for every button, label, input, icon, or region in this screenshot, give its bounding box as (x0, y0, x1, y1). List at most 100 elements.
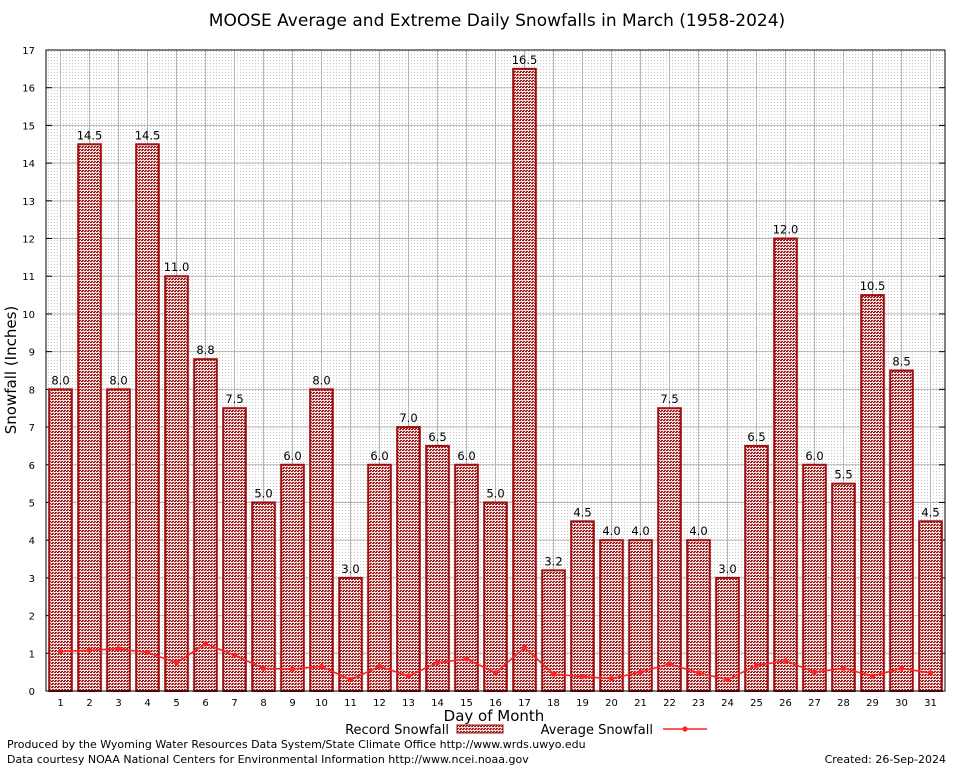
y-tick-label: 10 (22, 310, 35, 321)
x-tick-label: 15 (460, 698, 473, 709)
bar-series (48, 67, 943, 693)
average-point (173, 660, 180, 666)
bar-value-label: 8.8 (196, 343, 214, 357)
chart-title: MOOSE Average and Extreme Daily Snowfall… (209, 11, 785, 31)
x-tick-label: 26 (779, 698, 792, 709)
y-tick-label: 11 (22, 272, 35, 283)
average-point (579, 674, 586, 680)
bar-value-label: 16.5 (512, 53, 538, 67)
record-bar (889, 369, 914, 692)
average-point (898, 665, 905, 671)
bar-value-label: 4.5 (921, 505, 939, 519)
average-point (492, 670, 499, 676)
average-point (57, 648, 64, 655)
average-point (463, 656, 470, 662)
average-line-series (57, 641, 934, 683)
bar-value-label: 7.5 (660, 392, 678, 406)
x-tick-label: 21 (634, 698, 647, 709)
x-tick-label: 14 (431, 698, 444, 709)
x-tick-label: 2 (86, 698, 92, 709)
bar-value-label: 5.0 (254, 486, 272, 500)
footer-data-courtesy: Data courtesy NOAA National Centers for … (7, 753, 529, 766)
y-tick-label: 16 (22, 84, 35, 95)
record-bar (396, 426, 421, 692)
x-tick-label: 24 (721, 698, 734, 709)
legend-average-label: Average Snowfall (541, 723, 653, 738)
bar-value-label: 6.0 (457, 449, 475, 463)
average-point (318, 663, 325, 670)
x-tick-label: 29 (866, 698, 879, 709)
record-bar (599, 539, 624, 692)
bar-value-label: 8.0 (51, 373, 69, 387)
bar-value-label: 3.0 (341, 562, 359, 576)
average-point (724, 677, 731, 683)
bar-data-labels: 8.0 14.5 8.0 14.5 11.0 8.8 7.5 5.0 6.0 8.0 3.0 6.0 7… (51, 53, 939, 576)
record-bar (744, 444, 769, 693)
bar-value-label: 4.0 (631, 524, 649, 538)
record-bar (367, 463, 392, 692)
average-point (782, 658, 789, 664)
record-bar (918, 520, 943, 693)
y-tick-label: 12 (22, 235, 35, 246)
x-tick-label: 30 (895, 698, 908, 709)
y-axis-label: Snowfall (Inches) (2, 306, 20, 434)
x-tick-label: 18 (547, 698, 560, 709)
x-tick-label: 9 (289, 698, 295, 709)
bar-value-label: 7.5 (225, 392, 243, 406)
average-point (637, 669, 644, 675)
x-tick-label: 13 (402, 698, 415, 709)
average-point (115, 646, 122, 652)
y-tick-label: 14 (22, 159, 35, 170)
y-tick-label: 0 (29, 687, 35, 698)
legend-average-marker (682, 726, 688, 732)
x-tick-label: 27 (808, 698, 821, 709)
record-bar (483, 501, 508, 692)
average-point (927, 670, 934, 676)
x-tick-label: 19 (576, 698, 589, 709)
y-tick-label: 5 (29, 498, 35, 509)
record-bar (773, 237, 798, 692)
record-bar (48, 388, 73, 692)
x-tick-label: 28 (837, 698, 850, 709)
bar-value-label: 7.0 (399, 411, 417, 425)
x-tick-label: 25 (750, 698, 763, 709)
record-bar (280, 463, 305, 692)
legend-record-label: Record Snowfall (345, 723, 449, 738)
bar-value-label: 5.5 (834, 468, 852, 482)
average-point (347, 677, 354, 683)
record-bar (309, 388, 334, 692)
y-tick-label: 6 (29, 461, 35, 472)
record-bar (222, 407, 247, 692)
average-point (231, 652, 238, 658)
average-point (753, 662, 760, 668)
x-tick-label: 3 (115, 698, 121, 709)
y-tick-label: 9 (29, 348, 35, 359)
x-tick-label: 23 (692, 698, 705, 709)
record-bar (512, 67, 537, 692)
bar-value-label: 14.5 (135, 128, 161, 142)
bar-value-label: 4.0 (602, 524, 620, 538)
bar-value-label: 6.0 (370, 449, 388, 463)
record-bar (570, 520, 595, 693)
x-tick-label: 20 (605, 698, 618, 709)
average-point (405, 673, 412, 679)
legend-record-swatch (456, 724, 504, 734)
x-tick-label: 12 (373, 698, 386, 709)
record-bar (657, 407, 682, 692)
y-tick-label: 17 (22, 46, 35, 57)
bar-value-label: 10.5 (860, 279, 886, 293)
average-point (144, 649, 151, 656)
x-tick-label: 7 (231, 698, 237, 709)
y-tick-label: 1 (29, 649, 35, 660)
bar-value-label: 6.0 (805, 449, 823, 463)
average-point (695, 670, 702, 676)
y-tick-label: 8 (29, 385, 35, 396)
bar-value-label: 4.0 (689, 524, 707, 538)
record-bar (106, 388, 131, 692)
bar-value-label: 12.0 (773, 223, 799, 237)
average-point (521, 645, 528, 651)
x-tick-label: 11 (344, 698, 357, 709)
x-tick-label: 16 (489, 698, 502, 709)
bar-value-label: 3.2 (544, 554, 562, 568)
plot-frame (45, 49, 946, 692)
